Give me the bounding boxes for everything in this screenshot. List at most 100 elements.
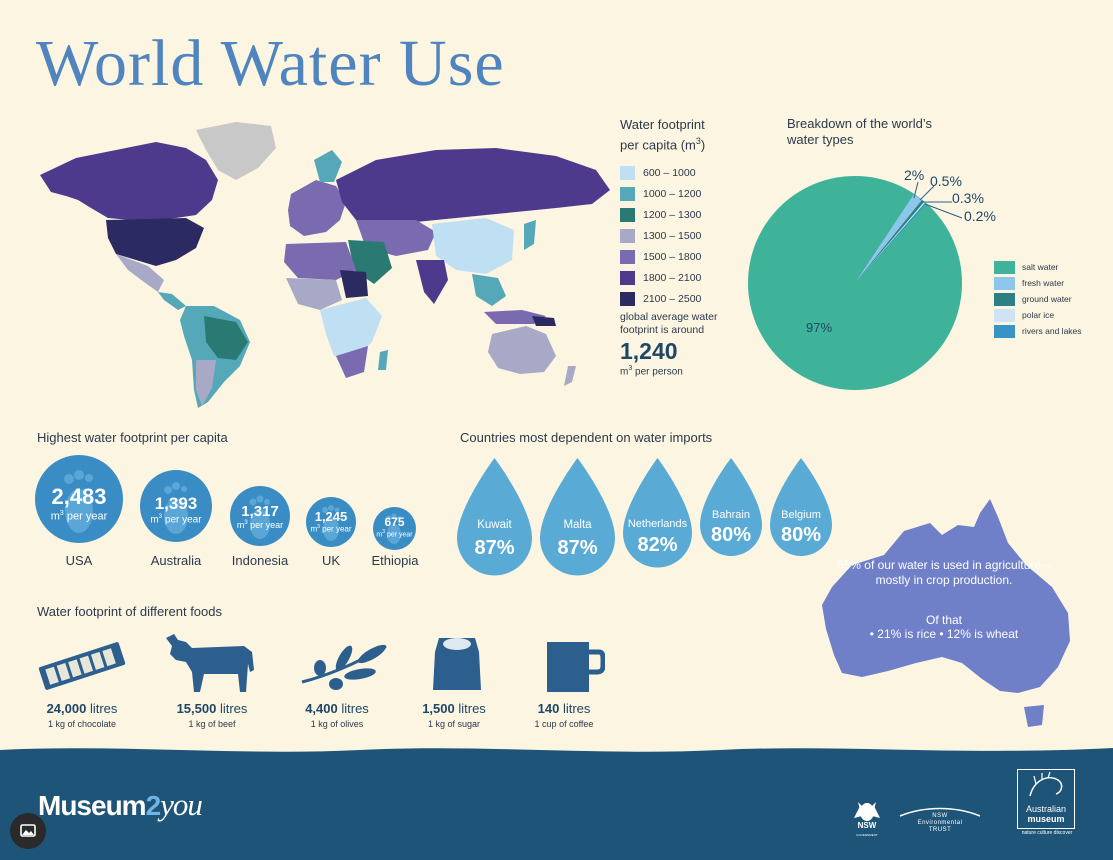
map-indonesia [484,310,546,324]
olive-branch-icon [301,644,387,690]
page-title: World Water Use [36,27,505,100]
legend-label: 1000 – 1200 [643,187,702,200]
drop-malta: Malta 87% [540,458,615,576]
footprint-circle-ethiopia: 675 m3 per year [373,507,416,550]
nsw-logo[interactable]: NSW GOVERNMENT [850,822,884,839]
food-amount-value: 140 [537,701,560,716]
legend-label: 1800 – 2100 [643,271,702,284]
drop-country: Kuwait [477,519,512,531]
australian-museum-logo[interactable] [1017,769,1075,829]
global-average-text: global average water footprint is around [620,311,718,336]
trust-line2: Environmental [917,820,963,826]
brand-two: 2 [145,790,162,821]
pie-title: Breakdown of the world’s water types [787,116,933,147]
footprint-value: 1,393 [154,494,198,513]
map-australia [488,326,556,374]
footprint-value: 2,483 [51,484,107,509]
footprint-label-uk: UK [321,553,341,568]
water-drop-icon [770,458,832,556]
pie-leader-line [919,185,935,201]
brand-museum: Museum [38,790,147,821]
legend-item: 2100 – 2500 [620,288,701,309]
environmental-trust-logo[interactable]: NSW Environmental TRUST [898,813,982,834]
unit-m: m [150,514,159,526]
unit-sup: 3 [244,520,248,526]
unit-per-year: per year [385,531,413,539]
legend-swatch [620,207,635,222]
unit-m: m [50,510,60,523]
map-new-zealand [564,366,576,386]
drop-country: Malta [563,519,592,531]
food-amount-unit: litres [89,701,118,716]
footprint-circle-usa: 2,483 m3 per year [35,455,123,543]
legend-swatch [620,228,635,243]
food-desc-chocolate: 1 kg of chocolate [47,719,117,729]
pie-label-2: 2% [904,167,924,183]
legend-label: 2100 – 2500 [643,292,702,305]
footprint-icon [249,495,270,539]
footprint-heading: Highest water footprint per capita [37,430,228,445]
unit-per-year: per year [162,514,202,526]
pie-legend-swatch [994,276,1015,290]
pie-legend-item: fresh water [994,275,1082,291]
unit-per-year: per year [63,510,108,523]
unit-sup: 3 [317,524,320,530]
australia-map [822,499,1070,727]
imports-heading: Countries most dependent on water import… [460,430,713,445]
chocolate-bar-icon [38,642,126,690]
museum2you-logo[interactable]: Museum2you [38,787,203,823]
drop-netherlands: Netherlands 82% [623,458,692,568]
trust-line3: TRUST [928,827,952,833]
drop-belgium: Belgium 80% [770,458,832,556]
drop-percent: 87% [557,537,598,559]
map-legend-title-line2: per capita (m [620,137,696,153]
pie-legend-label: rivers and lakes [1022,326,1082,336]
australia-of-that-label: Of that [925,613,963,627]
pie-label-0-2: 0.2% [964,208,996,224]
legend-item: 600 – 1000 [620,162,701,183]
drop-country: Netherlands [627,518,688,530]
unit-m: m [310,524,318,534]
drop-bahrain: Bahrain 80% [700,458,762,556]
drop-kuwait: Kuwait 87% [457,458,532,576]
unit-per-year: per year [247,520,284,530]
pie-legend-item: ground water [994,291,1082,307]
water-drop-icon [540,458,615,576]
legend-label: 1200 – 1300 [643,208,702,221]
food-desc-beef: 1 kg of beef [188,719,236,729]
footprint-label-indonesia: Indonesia [231,553,289,568]
pie-legend-label: ground water [1022,294,1072,304]
footprint-label-usa: USA [65,553,93,568]
skeleton-icon [1029,771,1063,797]
map-new-guinea [532,316,556,326]
map-legend-title: Water footprint per capita (m3) [620,116,730,153]
footprint-icon [164,482,188,534]
pie-legend-swatch [994,260,1015,274]
footprint-unit: m3 per year [373,529,416,538]
food-amount-unit: litres [341,701,369,716]
map-canada [40,142,218,220]
map-brazil [204,316,248,360]
map-west-africa [286,278,342,310]
map-japan [524,220,536,250]
footer-band [0,748,1113,860]
food-amount-unit: litres [219,701,248,716]
legend-swatch [620,249,635,264]
pie-legend-item: rivers and lakes [994,323,1082,339]
drop-country: Bahrain [712,509,750,521]
water-drop-icon [623,458,692,568]
world-map [40,122,610,408]
am-line1: Australian [1025,804,1067,814]
pie-legend-label: salt water [1022,262,1059,272]
pie-legend-item: polar ice [994,307,1082,323]
legend-item: 1500 – 1800 [620,246,701,267]
map-argentina [196,360,216,406]
pie-slice-rivers-lakes [855,203,926,283]
unit-sup: 3 [59,510,64,517]
image-viewer-button[interactable] [10,813,46,849]
map-usa [106,218,204,266]
pie-legend-item: salt water [994,259,1082,275]
footprint-value: 1,317 [241,503,279,520]
food-amount-olives: 4,400 litres [275,701,399,716]
trust-line1: NSW [932,813,948,819]
